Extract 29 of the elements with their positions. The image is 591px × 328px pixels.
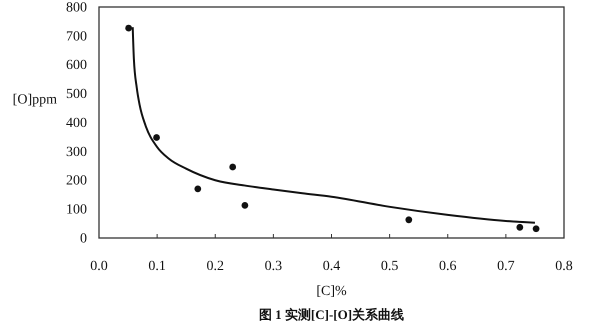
point: [516, 224, 524, 231]
y-axis-title: [O]ppm: [12, 92, 58, 108]
y-tick-label: 500: [66, 87, 87, 102]
point: [242, 202, 248, 209]
y-tick-label: 800: [66, 0, 87, 16]
x-tick-label: 0.8: [555, 258, 573, 274]
x-tick-label: 0.1: [148, 258, 166, 274]
x-tick-label: 0.6: [439, 258, 456, 274]
point: [194, 186, 202, 192]
x-tick-label: 0.4: [322, 258, 340, 274]
x-axis-title: [C]%: [316, 284, 347, 299]
y-tick-label: 200: [66, 174, 87, 189]
text: 图 1 实测[C]-[O]关系曲线: [258, 307, 404, 322]
x-tick-label: 0.5: [380, 258, 398, 274]
x-tick-label: 0.0: [90, 258, 108, 274]
x-tick-label: 0.7: [497, 258, 515, 274]
y-tick-label: 400: [66, 116, 87, 131]
y-tick-label: 700: [66, 29, 87, 44]
y-tick-label: 100: [66, 202, 87, 218]
point: [532, 225, 540, 232]
point: [229, 164, 236, 170]
point: [153, 134, 160, 141]
point: [405, 216, 412, 224]
y-tick-label: 600: [66, 58, 87, 74]
point: [125, 24, 132, 32]
x-tick-label: 0.3: [264, 258, 282, 274]
y-tick-label: 0: [80, 231, 87, 246]
x-tick-label: 0.2: [206, 258, 224, 274]
y-tick-label: 300: [66, 144, 87, 160]
